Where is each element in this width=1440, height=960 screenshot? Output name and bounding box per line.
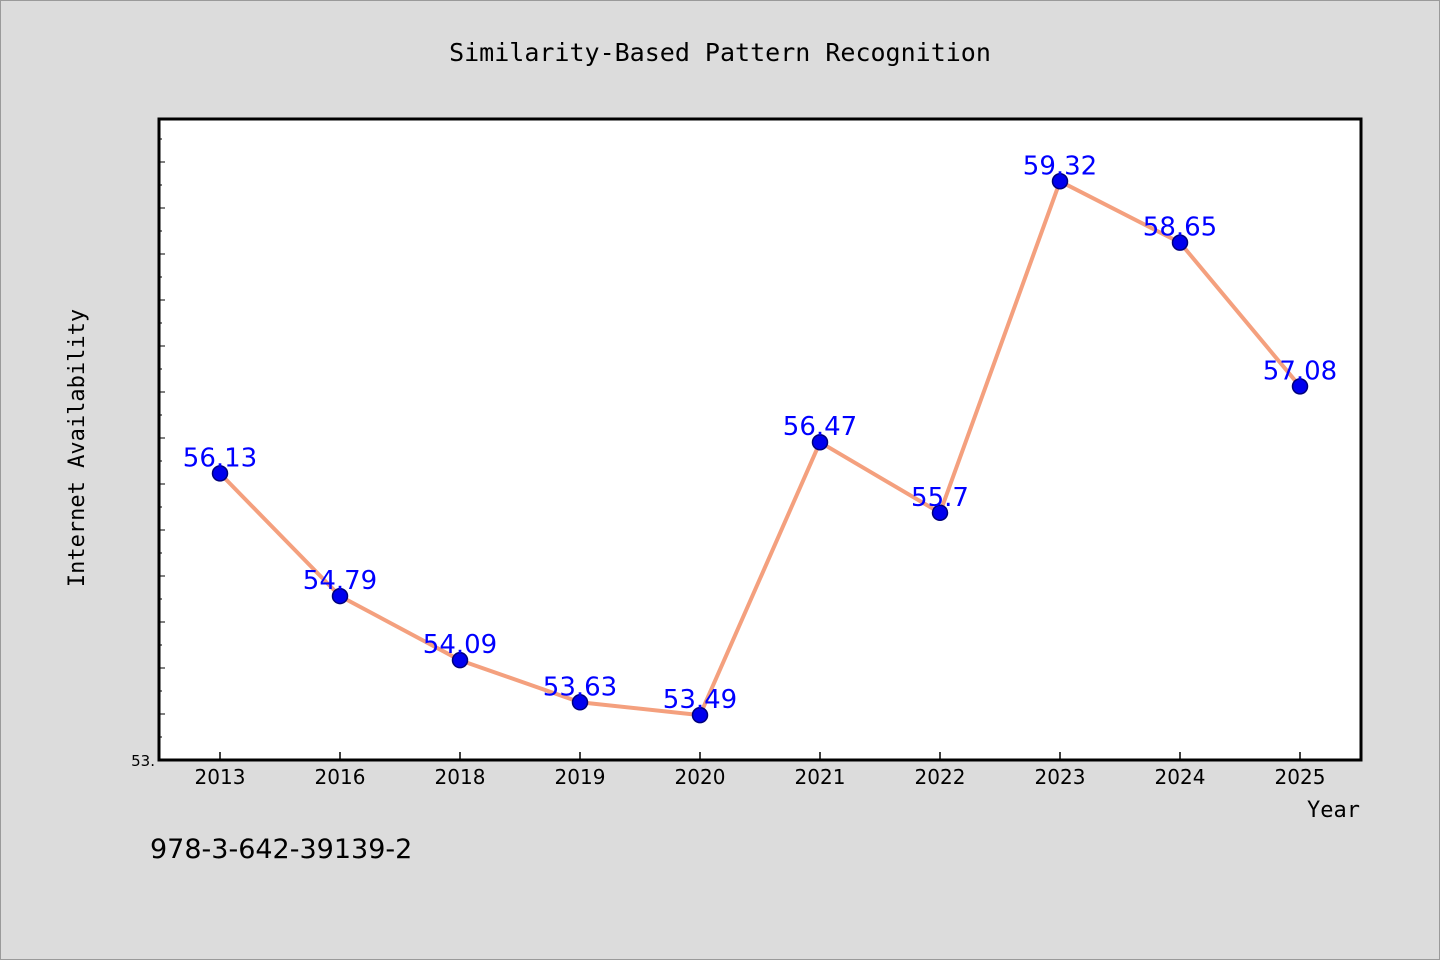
marker-2013 xyxy=(211,465,229,482)
x-tick-label-2023: 2023 xyxy=(1035,765,1086,789)
x-tick-label-2016: 2016 xyxy=(315,765,366,789)
plot-area xyxy=(157,117,1363,762)
marker-2020 xyxy=(691,706,709,724)
x-tick-label-2024: 2024 xyxy=(1155,765,1206,789)
x-tick-label-2021: 2021 xyxy=(795,765,846,789)
y-axis-ticks xyxy=(159,138,165,738)
marker-2019 xyxy=(571,694,589,711)
marker-2018 xyxy=(451,651,469,669)
x-tick-label-2013: 2013 xyxy=(195,765,246,789)
y-axis-label: Internet Availability xyxy=(65,309,90,587)
data-label-2018: 54.09 xyxy=(423,630,497,660)
x-tick-label-2025: 2025 xyxy=(1275,765,1326,789)
y-axis-tick-labels: 53. xyxy=(131,752,155,770)
x-axis-ticks xyxy=(219,752,1301,760)
data-label-2023: 59.32 xyxy=(1023,151,1097,181)
x-tick-label-2018: 2018 xyxy=(435,765,486,789)
x-tick-label-2022: 2022 xyxy=(915,765,966,789)
x-axis-label: Year xyxy=(1307,798,1360,823)
data-label-2019: 53.63 xyxy=(543,672,617,702)
marker-2022 xyxy=(931,504,949,522)
data-label-2016: 54.79 xyxy=(303,566,377,596)
data-label-2025: 57.08 xyxy=(1263,356,1337,386)
data-label-2013: 56.13 xyxy=(183,443,257,473)
data-label-2024: 58.65 xyxy=(1143,213,1217,243)
x-tick-label-2020: 2020 xyxy=(675,765,726,789)
x-axis-tick-labels: 2013 2016 2018 2019 2020 2021 2022 2023 2024 2025 xyxy=(195,765,1326,789)
data-label-2020: 53.49 xyxy=(663,685,737,715)
x-tick-label-2019: 2019 xyxy=(555,765,606,789)
marker-2021 xyxy=(811,433,829,451)
marker-2016 xyxy=(331,587,349,605)
marker-2024 xyxy=(1171,234,1189,251)
series-line xyxy=(218,179,1302,718)
data-label-2022: 55.7 xyxy=(911,483,969,513)
isbn-label: 978-3-642-39139-2 xyxy=(150,834,413,865)
marker-2023 xyxy=(1051,173,1069,190)
chart-title: Similarity-Based Pattern Recognition xyxy=(449,38,991,67)
data-labels: 56.13 54.79 54.09 53.63 53.49 56.47 55.7 59.32 5… xyxy=(183,151,1337,715)
data-label-2021: 56.47 xyxy=(783,412,857,442)
series-markers xyxy=(211,173,1309,724)
marker-2025 xyxy=(1291,378,1309,395)
y-tick-label-0: 53. xyxy=(131,752,155,770)
